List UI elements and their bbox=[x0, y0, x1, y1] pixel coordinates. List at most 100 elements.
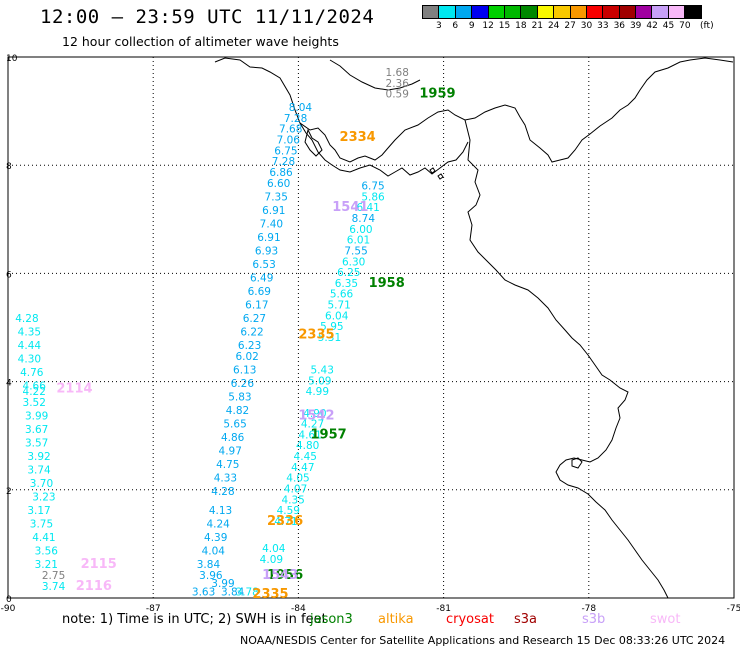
wave-height-label: 4.35 bbox=[18, 327, 41, 339]
lon-tick-label: -81 bbox=[436, 604, 451, 614]
wave-height-label: 5.09 bbox=[308, 375, 331, 387]
lat-tick-label: 0 bbox=[6, 595, 12, 605]
wave-height-label: 2.75 bbox=[42, 570, 65, 582]
lat-tick-label: 2 bbox=[6, 487, 12, 497]
map-title: 12:00 – 23:59 UTC 11/11/2024 bbox=[40, 6, 375, 28]
scale-tick-label: 24 bbox=[547, 21, 560, 31]
scale-tick-label: 12 bbox=[482, 21, 494, 31]
pass-number-label: 2116 bbox=[76, 579, 112, 594]
wave-height-label: 4.99 bbox=[306, 386, 329, 398]
wave-height-label: 4.47 bbox=[291, 462, 314, 474]
graticule bbox=[8, 57, 734, 598]
wave-height-label: 5.71 bbox=[327, 300, 350, 312]
wave-height-label: 6.23 bbox=[238, 340, 261, 352]
pass-number-label: 2335 bbox=[252, 587, 288, 602]
wave-height-label: 6.22 bbox=[240, 327, 263, 339]
pass-number-label: 1959 bbox=[419, 87, 455, 102]
scale-tick-label: 9 bbox=[468, 21, 475, 31]
satellite-legend-item: jason3 bbox=[310, 612, 353, 627]
wave-height-label: 6.26 bbox=[231, 378, 255, 390]
map-frame bbox=[7, 56, 735, 599]
wave-height-label: 6.53 bbox=[252, 259, 275, 271]
island-pearl bbox=[429, 167, 444, 180]
scale-tick-label: 3 bbox=[436, 21, 442, 31]
wave-height-label: 7.40 bbox=[260, 218, 283, 230]
coastline-central-america bbox=[214, 57, 734, 163]
map-subtitle: 12 hour collection of altimeter wave hei… bbox=[62, 34, 339, 49]
scale-tick-label: 42 bbox=[646, 21, 658, 31]
wave-height-label: 0.59 bbox=[386, 89, 409, 101]
wave-height-label: 4.61 bbox=[298, 429, 321, 441]
wave-height-label: 4.09 bbox=[260, 554, 283, 566]
pass-number-label: 1956 bbox=[267, 568, 303, 583]
wave-height-label: 4.22 bbox=[23, 386, 46, 398]
scale-tick-label: 27 bbox=[564, 21, 576, 31]
wave-height-label: 4.66 bbox=[23, 381, 47, 393]
wave-height-label: 7.28 bbox=[272, 156, 295, 168]
satellite-legend-item: s3a bbox=[514, 612, 538, 627]
wave-height-label: 5.83 bbox=[228, 392, 251, 404]
units-note: note: 1) Time is in UTC; 2) SWH is in fe… bbox=[62, 612, 327, 627]
coastline-nicoya-peninsula bbox=[304, 128, 323, 157]
wave-height-label: 2.36 bbox=[386, 78, 410, 90]
wave-height-label: 3.56 bbox=[35, 546, 59, 558]
wave-height-label: 6.69 bbox=[248, 286, 271, 298]
island-gorgona bbox=[571, 457, 583, 469]
coastline-gulf-of-fonseca bbox=[329, 59, 421, 91]
wave-height-label: 4.35 bbox=[281, 494, 304, 506]
pass-number-label: 2334 bbox=[340, 130, 376, 145]
scale-tick-label: 6 bbox=[452, 21, 459, 31]
scale-swatch bbox=[684, 5, 702, 19]
scale-tick-label: 15 bbox=[498, 21, 511, 31]
wave-height-label: 4.05 bbox=[286, 473, 309, 485]
wave-height-label: 3.84 bbox=[197, 559, 221, 571]
wave-height-label: 6.30 bbox=[342, 256, 365, 268]
wave-height-label: 3.74 bbox=[42, 581, 66, 593]
wave-height-label: 4.97 bbox=[219, 446, 242, 458]
wave-height-label: 4.59 bbox=[277, 505, 300, 517]
wave-height-label: 6.02 bbox=[235, 351, 258, 363]
wave-height-label: 4.76 bbox=[20, 367, 44, 379]
lon-tick-label: -75 bbox=[727, 604, 740, 614]
wave-height-label: 3.96 bbox=[199, 570, 223, 582]
pass-number-label: 1958 bbox=[369, 276, 405, 291]
satellite-legend-item: cryosat bbox=[446, 612, 494, 627]
wave-height-label: 4.28 bbox=[15, 313, 38, 325]
wave-height-label: 3.52 bbox=[23, 397, 46, 409]
wave-height-label: 4.90 bbox=[303, 408, 326, 420]
wave-height-label: 3.70 bbox=[30, 478, 53, 490]
wave-height-label: 4.86 bbox=[221, 432, 245, 444]
wave-height-label: 6.27 bbox=[243, 313, 266, 325]
wave-height-label: 5.95 bbox=[320, 321, 343, 333]
wave-height-label: 3.75 bbox=[30, 519, 53, 531]
wave-height-label: 5.43 bbox=[311, 364, 334, 376]
wave-height-label: 4.44 bbox=[18, 340, 42, 352]
lon-tick-label: -84 bbox=[291, 604, 306, 614]
wave-height-label: 5.86 bbox=[361, 191, 385, 203]
wave-height-label: 3.57 bbox=[25, 438, 48, 450]
wave-height-label: 4.04 bbox=[202, 546, 226, 558]
wave-height-label: 4.75 bbox=[216, 459, 239, 471]
lat-tick-label: 4 bbox=[6, 379, 12, 389]
wave-height-label: 4.82 bbox=[226, 405, 249, 417]
wave-height-label: 3.99 bbox=[211, 578, 234, 590]
wave-height-label: 6.75 bbox=[274, 145, 297, 157]
wave-height-label: 6.91 bbox=[257, 232, 280, 244]
axis-tick-labels: 10 8 6 4 2 0-90 -87 -84 -81 -78 -75 bbox=[1, 54, 740, 614]
pass-number-label: 1543 bbox=[262, 568, 298, 583]
lon-tick-label: -90 bbox=[1, 604, 16, 614]
wave-height-label: 4.07 bbox=[284, 484, 307, 496]
wave-height-label: 4.28 bbox=[211, 486, 234, 498]
scale-tick-label: 21 bbox=[531, 21, 544, 31]
pass-number-label: 1542 bbox=[298, 408, 334, 423]
scale-tick-label: 30 bbox=[580, 21, 593, 31]
wave-height-label: 6.13 bbox=[233, 364, 256, 376]
wave-height-label: 3.17 bbox=[27, 505, 50, 517]
lon-tick-label: -87 bbox=[146, 604, 161, 614]
wave-height-label: 4.04 bbox=[262, 543, 286, 555]
wave-height-label: 6.25 bbox=[337, 267, 360, 279]
wave-height-label: 7.68 bbox=[279, 124, 302, 136]
wave-height-label: 8.74 bbox=[352, 213, 376, 225]
wave-height-label: 6.04 bbox=[325, 310, 349, 322]
